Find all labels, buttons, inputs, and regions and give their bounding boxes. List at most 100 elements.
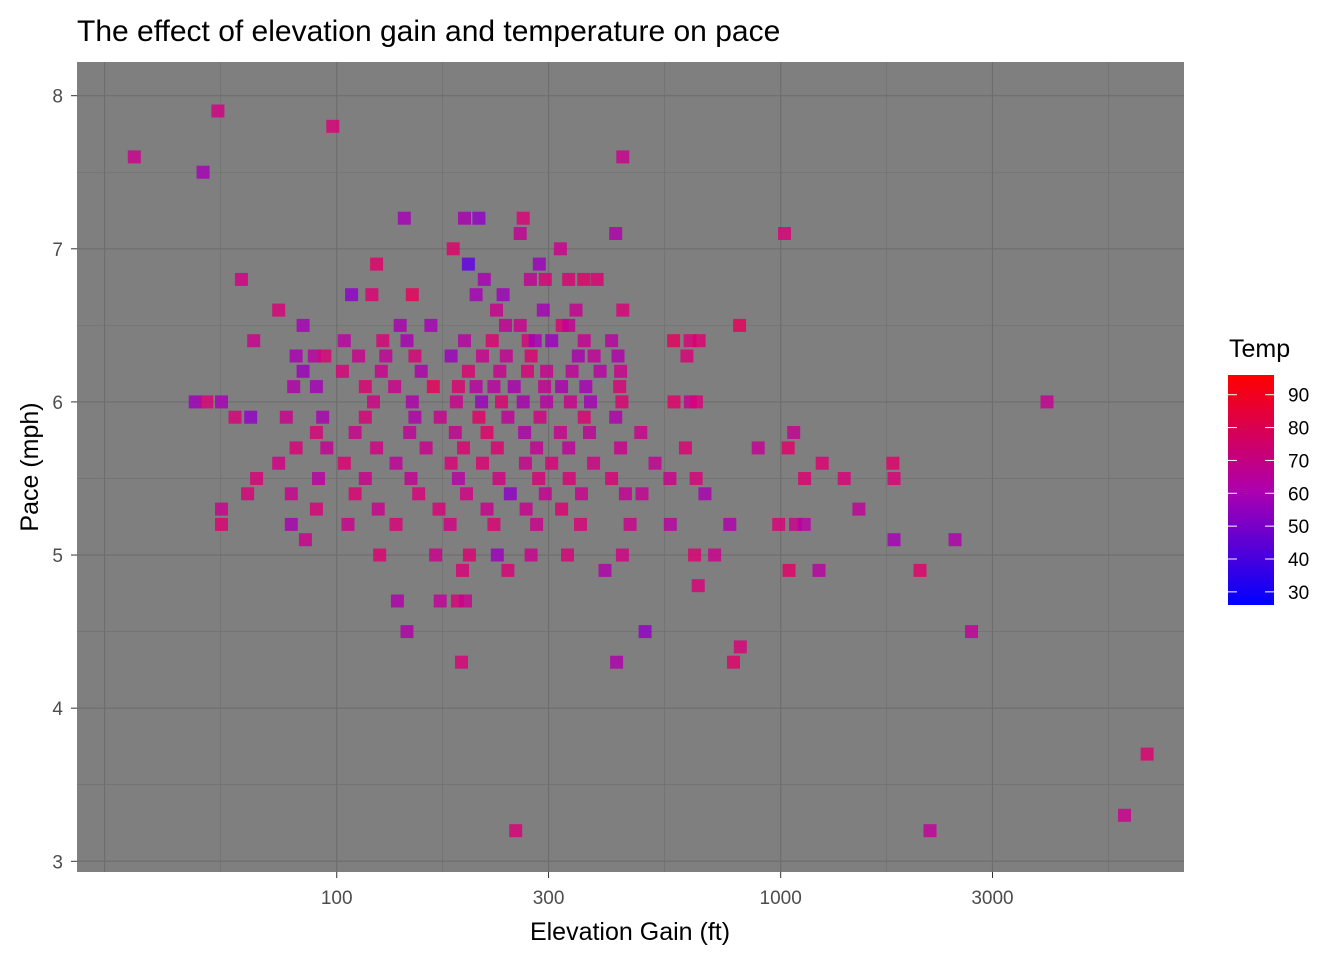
y-tick-label: 6 (52, 393, 63, 414)
y-tick-label: 8 (52, 87, 63, 108)
data-point (638, 625, 652, 639)
data-point (688, 548, 702, 562)
data-point (289, 349, 303, 363)
data-point (472, 410, 486, 424)
data-point (590, 272, 604, 286)
data-point (574, 517, 587, 531)
data-point (374, 364, 388, 378)
data-point (211, 104, 225, 118)
chart-title: The effect of elevation gain and tempera… (77, 15, 780, 48)
data-point (490, 441, 504, 455)
data-point (475, 395, 489, 409)
data-point (487, 517, 501, 531)
plot-panel (77, 62, 1184, 872)
data-point (667, 395, 681, 409)
data-point (913, 563, 927, 577)
data-point (615, 395, 629, 409)
data-point (393, 318, 407, 332)
data-point (490, 303, 503, 317)
data-point (530, 517, 544, 531)
data-point (373, 548, 387, 562)
data-point (663, 517, 677, 531)
data-point (316, 410, 330, 424)
data-point (509, 824, 523, 838)
data-point (298, 533, 312, 547)
data-point (408, 349, 422, 363)
data-point (577, 410, 591, 424)
data-point (429, 548, 443, 562)
data-point (426, 380, 440, 394)
data-point (485, 334, 499, 348)
data-point (532, 472, 546, 485)
data-point (593, 364, 607, 378)
data-point (587, 349, 601, 363)
data-point (723, 517, 737, 531)
data-point (536, 303, 550, 317)
legend-tick-label: 30 (1288, 583, 1309, 604)
data-point (1118, 808, 1131, 822)
data-point (348, 426, 362, 439)
y-tick-label: 7 (52, 240, 63, 261)
data-point (456, 563, 469, 577)
data-point (692, 334, 706, 348)
data-point (523, 272, 537, 286)
data-point (455, 655, 468, 669)
data-point (623, 517, 637, 531)
x-tick-label: 300 (533, 888, 565, 909)
data-point (480, 426, 494, 439)
data-point (521, 364, 534, 378)
data-point (503, 487, 517, 501)
data-point (272, 456, 286, 470)
data-point (615, 548, 629, 562)
data-point (614, 441, 628, 455)
data-point (404, 472, 418, 485)
data-point (449, 395, 463, 409)
data-point (923, 824, 937, 838)
data-point (587, 456, 601, 470)
data-point (458, 211, 471, 225)
data-point (562, 441, 576, 455)
data-point (215, 502, 228, 516)
data-point (244, 410, 258, 424)
data-point (348, 487, 362, 501)
data-point (708, 548, 722, 562)
data-point (296, 364, 310, 378)
legend: Temp 30 40 50 60 70 80 90 (1228, 335, 1309, 605)
data-point (365, 288, 379, 302)
data-point (538, 487, 552, 501)
data-point (545, 456, 559, 470)
data-point (371, 502, 385, 516)
legend-ticks: 30 40 50 60 70 80 90 (1228, 386, 1309, 604)
data-point (569, 303, 583, 317)
data-point (519, 502, 533, 516)
data-point (397, 211, 411, 225)
data-point (352, 349, 366, 363)
data-point (400, 625, 414, 639)
data-point (487, 380, 501, 394)
data-point (477, 272, 491, 286)
data-point (533, 410, 547, 424)
data-point (609, 227, 623, 240)
data-point (516, 395, 530, 409)
data-point (787, 426, 801, 439)
data-point (812, 563, 826, 577)
colorbar (1228, 375, 1274, 605)
data-point (215, 517, 228, 531)
data-point (605, 472, 619, 485)
data-point (196, 165, 210, 179)
data-point (379, 349, 393, 363)
data-point (390, 594, 404, 608)
data-point (577, 272, 591, 286)
data-point (837, 472, 851, 485)
data-point (337, 456, 351, 470)
data-point (583, 426, 596, 439)
y-axis: 3 4 5 6 7 8 (52, 87, 77, 873)
data-point (577, 334, 591, 348)
data-point (965, 625, 978, 639)
data-point (403, 426, 417, 439)
data-point (405, 288, 419, 302)
data-point (241, 487, 255, 501)
data-point (613, 380, 627, 394)
data-point (389, 456, 403, 470)
data-point (459, 594, 472, 608)
